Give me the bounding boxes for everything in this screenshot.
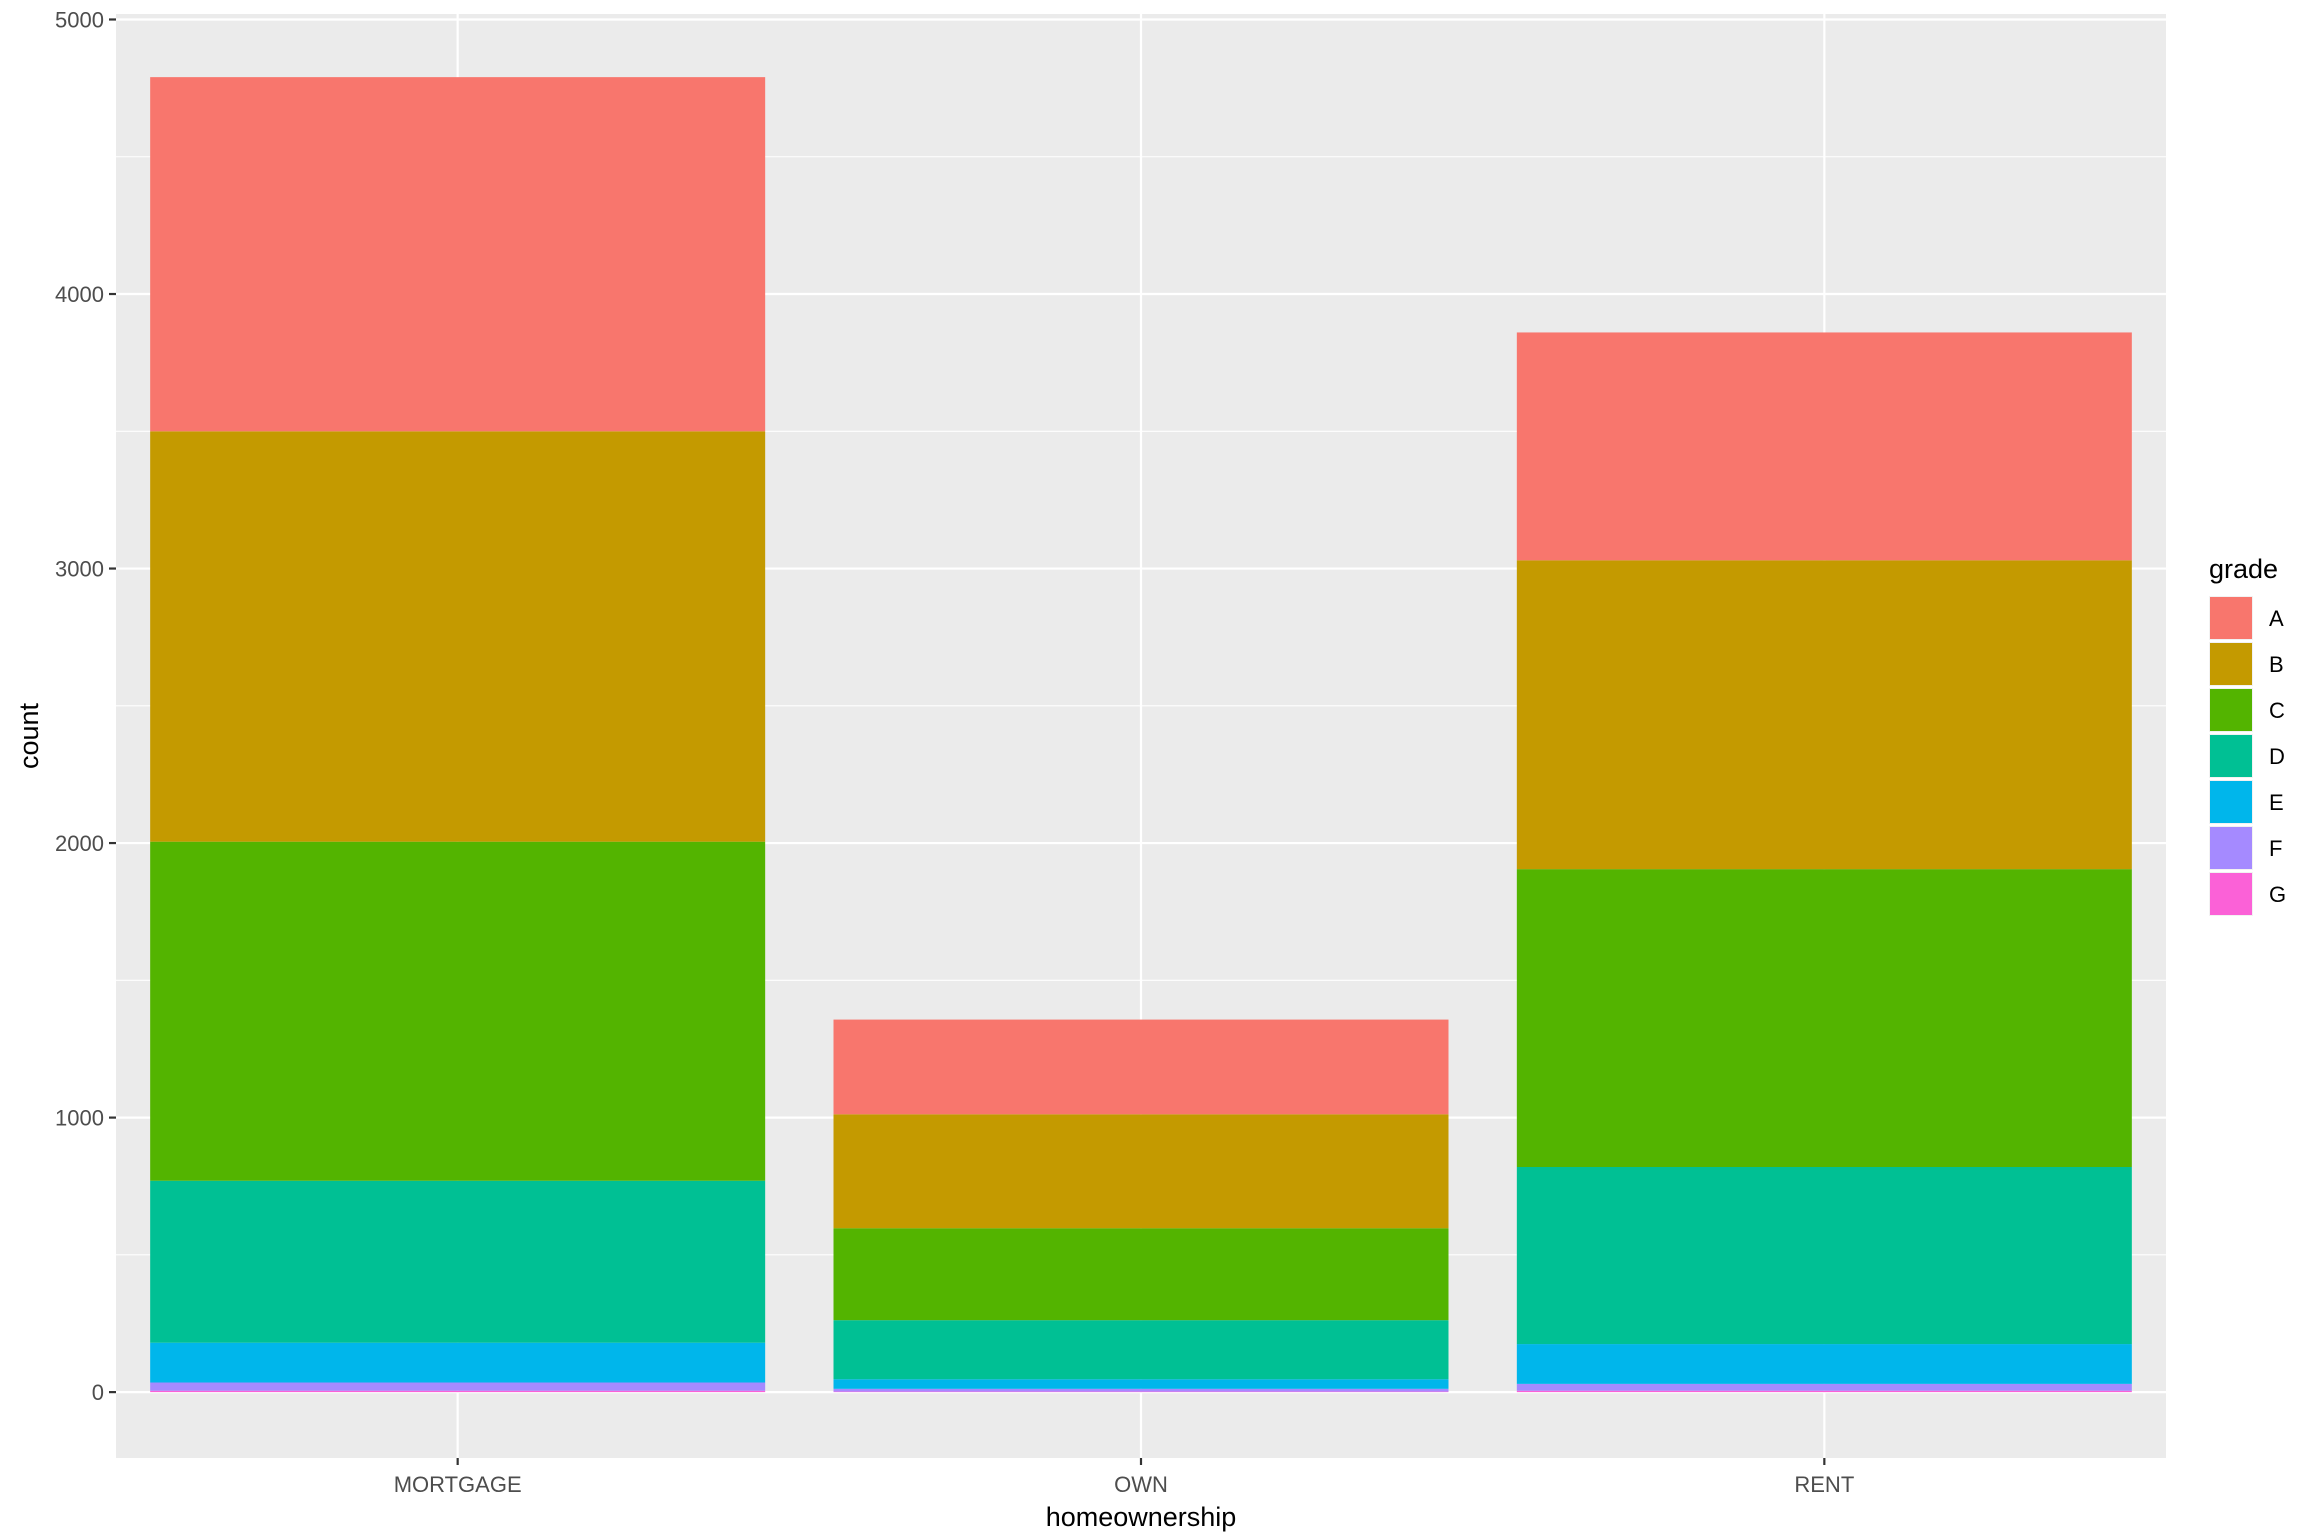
legend-label: F <box>2269 836 2282 861</box>
legend-key-d <box>2210 735 2252 777</box>
x-axis: MORTGAGE OWN RENT <box>394 1458 1854 1497</box>
y-tick-label: 2000 <box>55 831 104 856</box>
bar-segment-mortgage-c <box>150 841 766 1181</box>
legend-key-f <box>2210 827 2252 869</box>
bar-segment-mortgage-b <box>150 431 766 842</box>
legend-label: G <box>2269 882 2286 907</box>
bar-segment-rent-g <box>1516 1390 2132 1393</box>
legend-key-c <box>2210 689 2252 731</box>
legend-label: B <box>2269 652 2284 677</box>
x-tick-label: OWN <box>1114 1472 1168 1497</box>
y-axis: 0 1000 2000 3000 4000 5000 <box>55 7 116 1405</box>
y-tick-label: 4000 <box>55 282 104 307</box>
y-tick-label: 1000 <box>55 1106 104 1131</box>
legend-label: E <box>2269 790 2284 815</box>
bar-segment-own-d <box>833 1320 1449 1380</box>
bar-segment-mortgage-f <box>150 1382 766 1391</box>
bar-segment-rent-c <box>1516 869 2132 1168</box>
legend-label: D <box>2269 744 2285 769</box>
legend-key-g <box>2210 873 2252 915</box>
legend-label: A <box>2269 606 2284 631</box>
bar-segment-mortgage-g <box>150 1390 766 1393</box>
bar-segment-rent-d <box>1516 1167 2132 1345</box>
legend-key-b <box>2210 643 2252 685</box>
bar-segment-own-b <box>833 1114 1449 1229</box>
bar-segment-own-g <box>833 1391 1449 1393</box>
y-tick-label: 5000 <box>55 7 104 32</box>
bar-segment-mortgage-d <box>150 1180 766 1343</box>
bar-segment-rent-b <box>1516 560 2132 870</box>
bar-segment-mortgage-a <box>150 77 766 432</box>
bars <box>150 77 2132 1393</box>
x-tick-label: MORTGAGE <box>394 1472 522 1497</box>
y-tick-label: 3000 <box>55 557 104 582</box>
bar-segment-mortgage-e <box>150 1342 766 1383</box>
legend-key-e <box>2210 781 2252 823</box>
legend-label: C <box>2269 698 2285 723</box>
y-axis-title: count <box>14 702 44 769</box>
bar-segment-own-a <box>833 1019 1449 1115</box>
legend-title: grade <box>2209 554 2278 584</box>
bar-segment-own-c <box>833 1228 1449 1321</box>
bar-segment-own-e <box>833 1379 1449 1389</box>
y-tick-label: 0 <box>92 1380 104 1405</box>
bar-segment-own-f <box>833 1388 1449 1392</box>
bar-segment-rent-a <box>1516 332 2132 561</box>
legend-key-a <box>2210 597 2252 639</box>
bar-segment-rent-f <box>1516 1383 2132 1391</box>
x-axis-title: homeownership <box>1046 1502 1237 1532</box>
bar-segment-rent-e <box>1516 1344 2132 1384</box>
x-tick-label: RENT <box>1794 1472 1854 1497</box>
